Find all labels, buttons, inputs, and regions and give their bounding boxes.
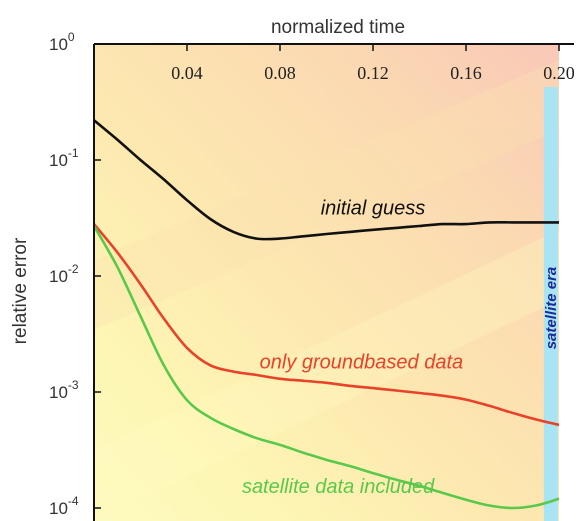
y-tick-label: 10-4 [49, 494, 79, 518]
x-tick-label: 0.20 [543, 63, 575, 83]
annotations: initial guess only groundbased data satell… [242, 197, 463, 498]
satellite-era-label: satellite era [543, 267, 560, 350]
y-tick-label: 10-2 [49, 262, 79, 286]
plot-background [94, 44, 559, 521]
annotation-label-3: satellite data included [242, 476, 435, 498]
x-ticks: 0.04 0.08 0.12 0.16 0.20 [171, 44, 575, 83]
x-tick-label: 0.04 [171, 63, 203, 83]
series-line-2 [94, 222, 559, 427]
annotation-label-1: initial guess [321, 197, 426, 219]
series-lines [94, 119, 559, 510]
y-tick-label: 100 [49, 30, 75, 54]
y-tick-label: 10-3 [49, 378, 79, 402]
y-ticks: 100 10-1 10-2 10-3 10-4 [49, 30, 101, 518]
annotation-label-2: only groundbased data [260, 351, 464, 373]
satellite-era-band [543, 87, 558, 521]
series-line-1 [94, 119, 559, 241]
x-tick-label: 0.16 [450, 63, 482, 83]
series-line-3 [94, 224, 559, 510]
background-bands [94, 60, 559, 521]
x-axis-label: normalized time [271, 17, 405, 38]
y-tick-label: 10-1 [49, 146, 79, 170]
x-tick-label: 0.12 [357, 63, 389, 83]
y-axis-label: relative error [10, 237, 31, 344]
x-tick-label: 0.08 [264, 63, 296, 83]
